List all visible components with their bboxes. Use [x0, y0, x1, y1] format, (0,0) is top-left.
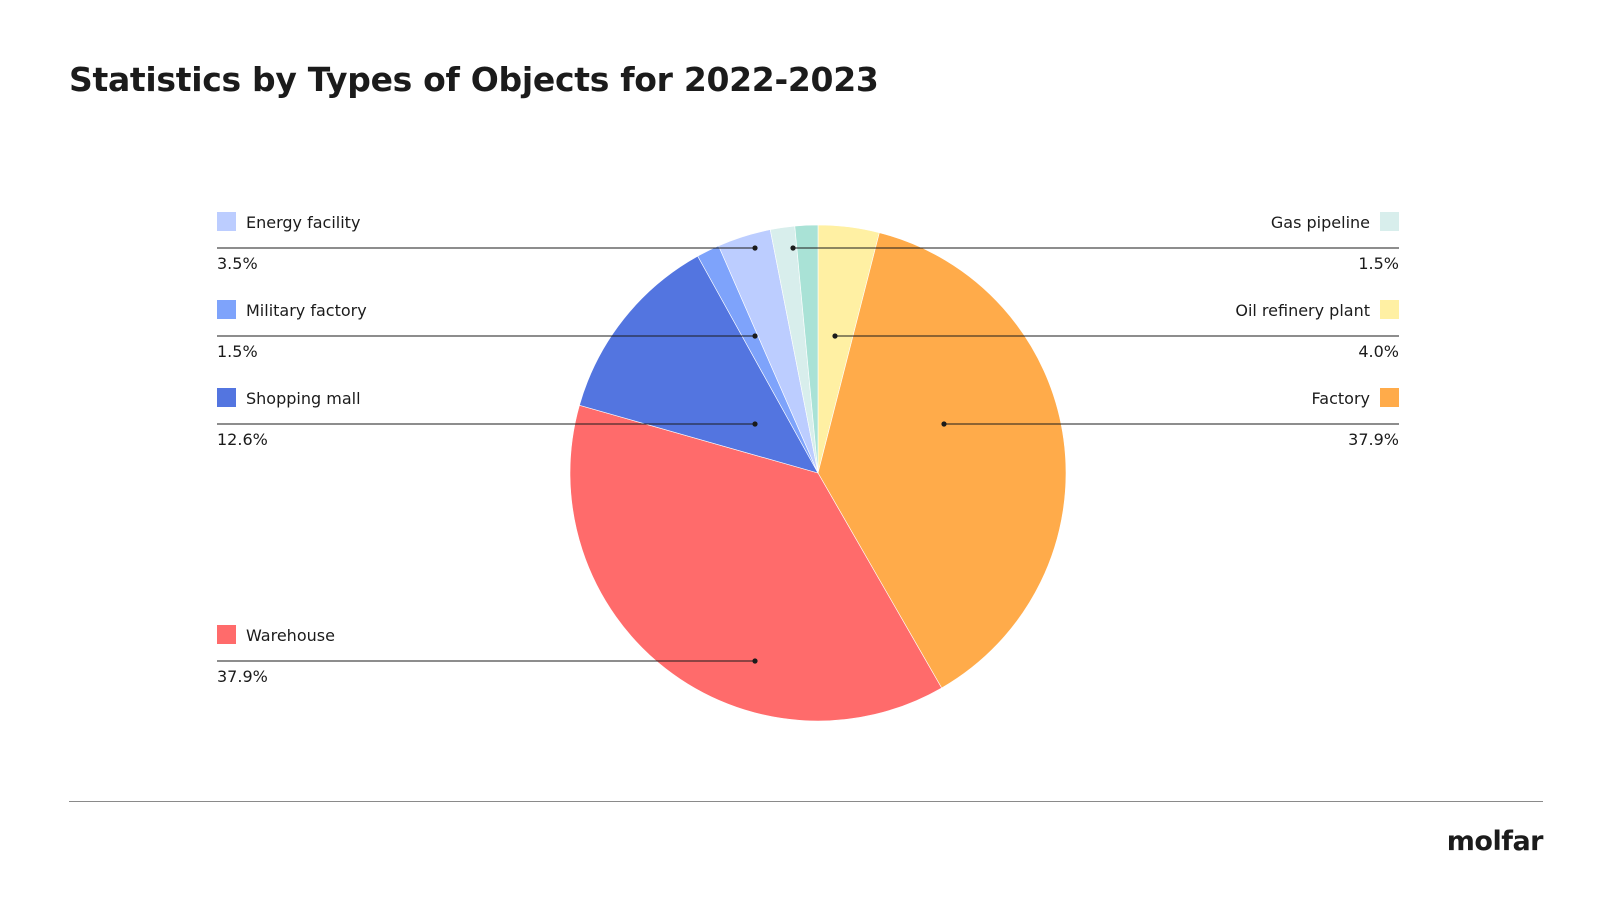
legend-swatch-warehouse	[217, 625, 236, 644]
footer-divider	[69, 801, 1543, 802]
legend-label-oil-refinery-plant: Oil refinery plant	[1235, 301, 1370, 320]
callout-dot-oil-refinery-plant	[832, 333, 838, 339]
pie-slice-warehouse	[569, 404, 943, 722]
callout-dot-military-factory	[752, 333, 758, 339]
legend-swatch-gas-pipeline	[1380, 212, 1399, 231]
legend-label-shopping-mall: Shopping mall	[246, 389, 361, 408]
legend-value-warehouse: 37.9%	[217, 667, 268, 686]
pie-slices	[569, 224, 1067, 722]
legend-value-gas-pipeline: 1.5%	[1358, 254, 1399, 273]
callout-dot-gas-pipeline	[790, 245, 796, 251]
callout-dot-warehouse	[752, 658, 758, 664]
brand-logo: molfar	[1446, 826, 1544, 857]
callout-dot-factory	[941, 421, 947, 427]
legend-value-energy-facility: 3.5%	[217, 254, 258, 273]
legend-value-military-factory: 1.5%	[217, 342, 258, 361]
legend-value-oil-refinery-plant: 4.0%	[1358, 342, 1399, 361]
legend-swatch-shopping-mall	[217, 388, 236, 407]
pie-slice-shopping-mall	[579, 255, 819, 474]
legend-swatch-military-factory	[217, 300, 236, 319]
pie-slice-factory	[817, 232, 1067, 689]
pie-slice-gas-pipeline	[794, 224, 819, 474]
legend-value-factory: 37.9%	[1348, 430, 1399, 449]
legend-label-factory: Factory	[1312, 389, 1370, 408]
legend-label-military-factory: Military factory	[246, 301, 367, 320]
callout-dot-energy-facility	[752, 245, 758, 251]
legend-value-shopping-mall: 12.6%	[217, 430, 268, 449]
page-title: Statistics by Types of Objects for 2022-…	[69, 60, 879, 99]
legend-swatch-oil-refinery-plant	[1380, 300, 1399, 319]
callout-dot-shopping-mall	[752, 421, 758, 427]
legend-label-gas-pipeline: Gas pipeline	[1271, 213, 1370, 232]
legend-swatch-factory	[1380, 388, 1399, 407]
chart-legend: Oil refinery plant 4.0% Factory 37.9% Wareho…	[217, 212, 1399, 686]
legend-swatch-energy-facility	[217, 212, 236, 231]
legend-label-warehouse: Warehouse	[246, 626, 335, 645]
legend-label-energy-facility: Energy facility	[246, 213, 360, 232]
